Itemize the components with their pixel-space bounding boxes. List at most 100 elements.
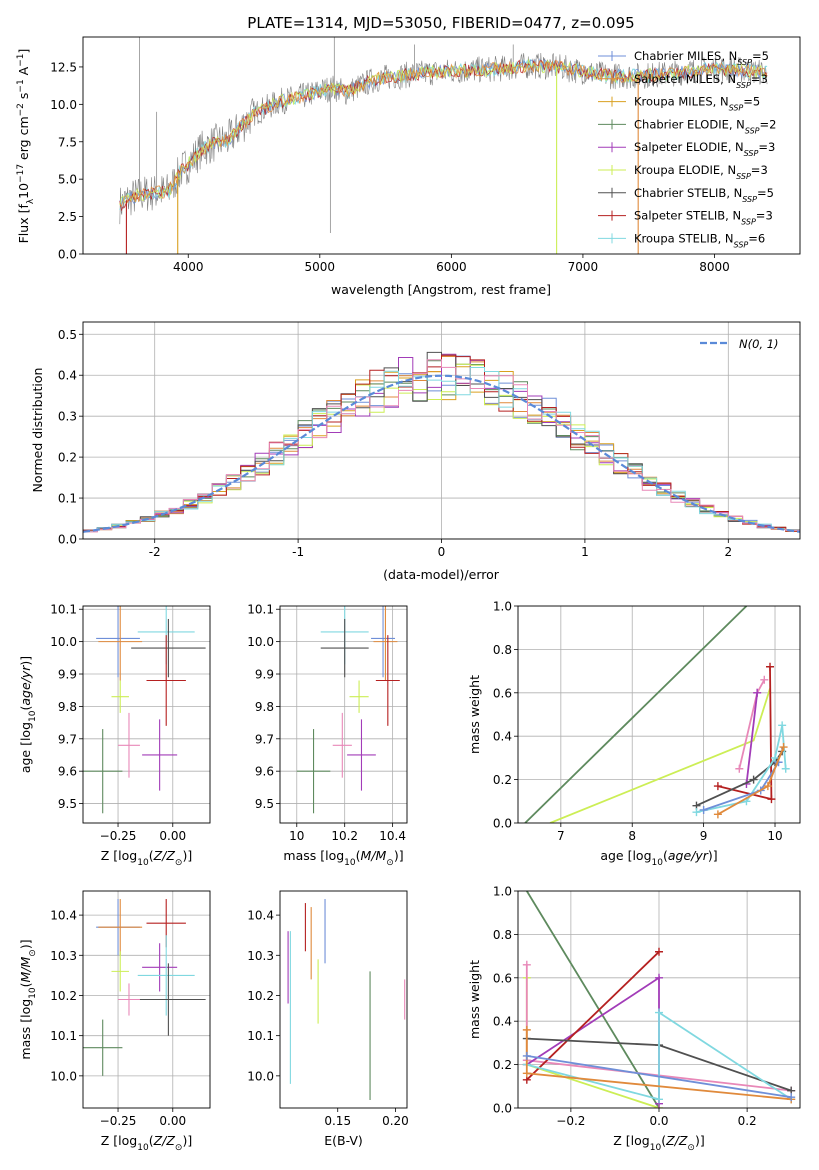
weight-marker bbox=[735, 764, 744, 773]
model-spectrum-line bbox=[119, 59, 768, 212]
y-tick-label: 0.8 bbox=[493, 643, 512, 657]
legend-label: Chabrier MILES, NSSP=5 bbox=[634, 49, 769, 67]
panel-mass_weight_vs_Z: −0.2 0.0 0.2 0.0 0.2 0.4 0.6 0.8 1.0 Z [log10(Z/Z… bbox=[467, 885, 801, 1153]
y-tick-label: 10.0 bbox=[247, 1069, 274, 1083]
weight-marker bbox=[771, 753, 780, 762]
y-axis-label: Flux [fλ10−17 erg cm−2 s−1 A−1] bbox=[16, 49, 36, 244]
x-axis-label: (data-model)/error bbox=[383, 567, 500, 582]
x-tick-label: 2 bbox=[724, 545, 732, 559]
weight-marker bbox=[655, 947, 663, 956]
weight-line bbox=[696, 750, 783, 807]
y-tick-label: 9.8 bbox=[255, 700, 274, 714]
weight-marker bbox=[522, 960, 531, 969]
weight-marker bbox=[760, 675, 769, 684]
axes-frame bbox=[82, 321, 801, 540]
weight-marker bbox=[522, 1025, 531, 1034]
legend-label: Salpeter ELODIE, NSSP=3 bbox=[634, 140, 775, 158]
y-tick-label: 10.2 bbox=[50, 989, 77, 1003]
y-axis-label: mass weight bbox=[467, 960, 482, 1039]
x-tick-label: -1 bbox=[292, 545, 304, 559]
panel-mass_weight_vs_age: 7 8 9 10 0.0 0.2 0.4 0.6 0.8 1.0 age [log10(age/yr… bbox=[467, 600, 801, 868]
axes-frame bbox=[517, 605, 801, 824]
weight-marker bbox=[713, 810, 722, 819]
y-tick-label: 2.5 bbox=[58, 210, 77, 224]
weight-marker bbox=[767, 795, 776, 804]
axes-frame bbox=[517, 890, 801, 1109]
panel-residuals: -2 -1 0 1 2 0.0 0.1 0.2 0.3 0.4 0.5 (data-model)/er… bbox=[30, 321, 801, 582]
y-tick-label: 0.4 bbox=[493, 1015, 512, 1029]
legend-label: Chabrier ELODIE, NSSP=2 bbox=[634, 117, 776, 135]
panel-spectrum: 4000 5000 6000 7000 8000 0.0 2.5 5.0 7.5 10.0 12.5… bbox=[16, 14, 801, 297]
plot-area-age_vs_Z bbox=[83, 606, 210, 823]
histogram-step bbox=[83, 367, 800, 534]
panel-age_vs_Z: −0.25 0.00 9.5 9.6 9.7 9.8 9.9 10.0 10.1 Z [log10… bbox=[18, 603, 211, 868]
y-tick-label: 10.0 bbox=[50, 1069, 77, 1083]
legend-label: Kroupa MILES, NSSP=5 bbox=[634, 95, 760, 113]
legend-label: Salpeter STELIB, NSSP=3 bbox=[634, 209, 773, 227]
y-tick-label: 10.3 bbox=[247, 949, 274, 963]
x-tick-label: 0.20 bbox=[382, 1114, 409, 1128]
plot-area-mass_vs_ebv bbox=[287, 899, 406, 1100]
weight-marker bbox=[522, 1051, 531, 1060]
plot-area-mass_weight_vs_age bbox=[518, 606, 800, 823]
legend-label: Kroupa ELODIE, NSSP=3 bbox=[634, 163, 768, 181]
y-tick-label: 9.8 bbox=[58, 700, 77, 714]
y-tick-label: 0.6 bbox=[493, 686, 512, 700]
weight-marker bbox=[779, 743, 788, 752]
plot-area-mass_vs_Z bbox=[83, 891, 210, 1108]
y-tick-label: 0.0 bbox=[493, 817, 512, 831]
panel-age_vs_mass: 10 10.2 10.4 9.5 9.6 9.7 9.8 9.9 10.0 10.1 mass [l… bbox=[247, 603, 408, 868]
legend-label: N(0, 1) bbox=[739, 337, 779, 351]
y-axis-label: mass [log10(M/M⊙)] bbox=[18, 939, 38, 1059]
weight-marker bbox=[699, 805, 708, 814]
x-tick-label: −0.25 bbox=[100, 829, 137, 843]
y-tick-label: 0.3 bbox=[58, 410, 77, 424]
x-axis-label: mass [log10(M/M⊙)] bbox=[283, 848, 403, 868]
y-tick-label: 0.4 bbox=[493, 730, 512, 744]
x-tick-label: 0.15 bbox=[324, 1114, 351, 1128]
axes-frame bbox=[82, 36, 801, 255]
weight-line bbox=[526, 891, 660, 1108]
plot-area-age_vs_mass bbox=[280, 606, 407, 823]
weight-line bbox=[525, 977, 660, 1108]
weight-marker bbox=[522, 1069, 531, 1078]
axes-frame bbox=[279, 890, 408, 1109]
plot-area-mass_weight_vs_Z bbox=[518, 891, 800, 1108]
x-tick-label: 8000 bbox=[699, 260, 730, 274]
data-spectrum-line bbox=[119, 52, 768, 225]
x-tick-label: 7 bbox=[557, 829, 565, 843]
y-tick-label: 0.0 bbox=[58, 533, 77, 547]
y-tick-label: 0.1 bbox=[58, 492, 77, 506]
y-tick-label: 0.2 bbox=[493, 773, 512, 787]
weight-marker bbox=[753, 688, 762, 697]
y-tick-label: 10.4 bbox=[247, 909, 274, 923]
y-tick-label: 0.2 bbox=[58, 451, 77, 465]
x-tick-label: 1 bbox=[581, 545, 589, 559]
y-tick-label: 0.4 bbox=[58, 369, 77, 383]
y-tick-label: 0.5 bbox=[58, 328, 77, 342]
x-axis-label: Z [log10(Z/Z⊙)] bbox=[101, 1133, 192, 1153]
axes-frame bbox=[82, 890, 211, 1109]
x-tick-label: 8 bbox=[628, 829, 636, 843]
y-tick-label: 0.2 bbox=[493, 1058, 512, 1072]
y-tick-label: 9.7 bbox=[255, 732, 274, 746]
y-tick-label: 10.0 bbox=[50, 98, 77, 112]
y-tick-label: 9.5 bbox=[255, 797, 274, 811]
y-tick-label: 1.0 bbox=[493, 885, 512, 899]
y-tick-label: 12.5 bbox=[50, 60, 77, 74]
y-tick-label: 10.1 bbox=[247, 603, 274, 617]
y-tick-label: 9.6 bbox=[255, 765, 274, 779]
y-tick-label: 10.0 bbox=[247, 635, 274, 649]
gaussian-curve bbox=[83, 374, 800, 533]
panel-mass_vs_ebv: 0.15 0.20 10.0 10.1 10.2 10.3 10.4 E(B-V) bbox=[247, 890, 409, 1148]
x-tick-label: 7000 bbox=[568, 260, 599, 274]
y-tick-label: 10.4 bbox=[50, 909, 77, 923]
x-tick-label: 0.00 bbox=[159, 1114, 186, 1128]
chart-title: PLATE=1314, MJD=53050, FIBERID=0477, z=0… bbox=[247, 14, 634, 32]
x-axis-label: age [log10(age/yr)] bbox=[600, 848, 717, 868]
x-tick-label: −0.2 bbox=[556, 1114, 585, 1128]
y-tick-label: 1.0 bbox=[493, 600, 512, 614]
legend-label: Chabrier STELIB, NSSP=5 bbox=[634, 186, 774, 204]
x-tick-label: 0.0 bbox=[649, 1114, 668, 1128]
y-tick-label: 10.1 bbox=[50, 603, 77, 617]
